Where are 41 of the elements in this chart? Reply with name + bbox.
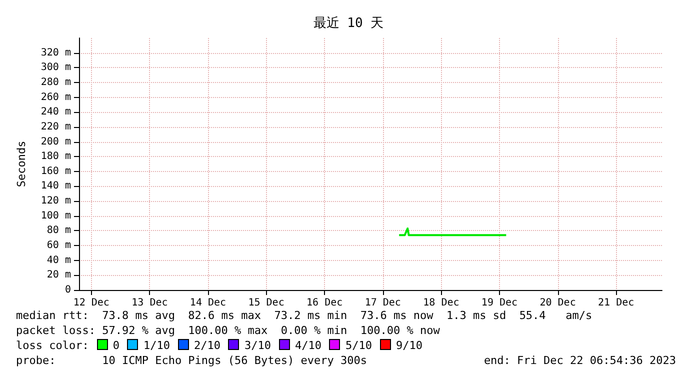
y-tick-label: 300 m xyxy=(40,62,71,74)
y-tick-label: 20 m xyxy=(46,270,71,281)
x-tick-label: 13 Dec xyxy=(132,298,168,308)
y-tick-label: 260 m xyxy=(40,92,71,103)
text: median rtt: 73.8 ms avg 82.6 ms max 73.2 ms min 73.6 ms now 1.3 ms sd 55.4 am/s xyxy=(16,308,594,323)
x-tick-label: 21 Dec xyxy=(598,298,634,308)
chart-title: 最近 10 天 xyxy=(313,16,384,31)
y-tick-label: 80 m xyxy=(46,225,71,236)
text: 1/10 xyxy=(143,339,170,352)
y-tick-label: 280 m xyxy=(40,76,71,88)
text: end: Fri Dec 22 06:54:36 2023 xyxy=(484,353,676,368)
x-tick-label: 20 Dec xyxy=(540,298,576,308)
x-tick-label: 16 Dec xyxy=(306,298,343,308)
y-tick-label: 220 m xyxy=(40,121,71,132)
y-tick-label: 160 m xyxy=(40,166,71,177)
y-tick-label: 240 m xyxy=(40,106,71,118)
y-tick-label: 200 m xyxy=(40,136,71,148)
x-tick-label: 17 Dec xyxy=(364,298,401,308)
x-tick-label: 15 Dec xyxy=(248,298,284,308)
y-tick-label: 60 m xyxy=(46,240,71,252)
text: 0 xyxy=(112,339,120,352)
text: 3/10 xyxy=(244,339,271,352)
text: 2/10 xyxy=(194,339,220,352)
text: loss color: xyxy=(16,339,89,352)
y-tick-label: 140 m xyxy=(40,180,71,192)
x-tick-label: 12 Dec xyxy=(73,298,110,308)
y-axis-title: Seconds xyxy=(15,140,28,188)
text: 5/10 xyxy=(345,339,372,352)
text: packet loss: 57.92 % avg 100.00 % max 0.00 % min 100.00 % now xyxy=(16,323,441,338)
x-tick-label: 14 Dec xyxy=(190,298,226,308)
text: 4/10 xyxy=(294,339,322,352)
text: probe: 10 ICMP Echo Pings (56 Bytes) every 300s xyxy=(16,353,367,368)
x-tick-label: 19 Dec xyxy=(481,298,518,308)
x-tick-label: 18 Dec xyxy=(423,298,460,308)
y-tick-label: 180 m xyxy=(40,151,71,162)
y-tick-label: 40 m xyxy=(46,254,71,266)
y-tick-label: 120 m xyxy=(40,196,71,207)
text: 9/10 xyxy=(396,339,422,352)
y-tick-label: 100 m xyxy=(40,210,71,222)
y-tick-label: 0 xyxy=(64,284,71,296)
y-tick-label: 320 m xyxy=(40,47,71,58)
